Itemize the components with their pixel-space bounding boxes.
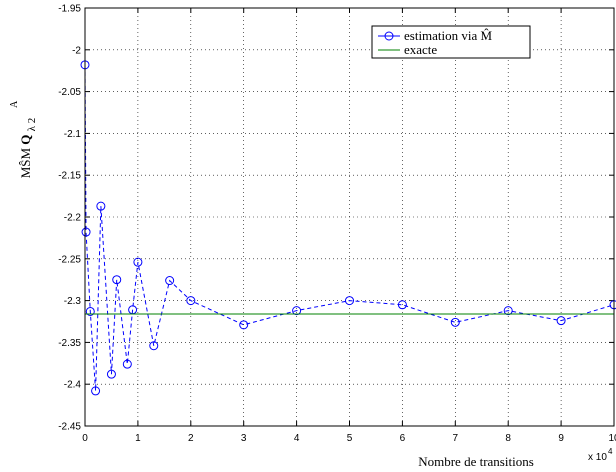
data-point	[397, 300, 407, 310]
y-tick-label: -1.95	[58, 4, 81, 15]
data-point	[292, 306, 302, 316]
x-tick-label: 3	[241, 433, 247, 444]
x-tick-label: 2	[188, 433, 194, 444]
data-point	[91, 386, 101, 396]
x-axis-title: Nombre de transitions	[418, 454, 534, 469]
y-tick-label: -2.25	[58, 254, 81, 265]
x-tick-label: 10	[608, 433, 616, 444]
x-tick-label: 9	[558, 433, 564, 444]
data-point	[239, 320, 249, 330]
series-line-0	[84, 64, 615, 391]
legend-label-exacte: exacte	[404, 42, 437, 57]
y-axis-title: MŜM Q λ 2 A	[9, 100, 38, 178]
svg-text:MŜM Q λ 2: MŜM Q λ 2	[18, 118, 38, 179]
legend-label-estimation: estimation via M̂	[404, 28, 493, 43]
y-axis-title-main: MŜM	[18, 148, 33, 179]
plot-frame	[84, 7, 615, 427]
data-point	[133, 257, 143, 267]
x-tick-label: 1	[135, 433, 141, 444]
data-point	[85, 306, 95, 316]
data-point	[122, 359, 132, 369]
y-tick-label: -2.3	[64, 296, 82, 307]
data-point	[106, 369, 116, 379]
data-point	[96, 201, 106, 211]
legend: estimation via M̂ exacte	[371, 25, 531, 59]
data-point	[186, 296, 196, 306]
x-tick-label: 6	[400, 433, 406, 444]
legend-marker-estimation	[384, 31, 394, 41]
grid	[85, 8, 614, 426]
data-point	[503, 306, 513, 316]
tick-labels: 0 1 2 3 4 5 6 7 8 9 10 -2.45 -2.4 -2.35 -2.3 -2.25 -2.2 -…	[58, 4, 616, 445]
svg-text:4: 4	[608, 447, 613, 456]
data-point	[165, 276, 175, 286]
y-axis-title-sup: A	[9, 100, 20, 108]
data-point	[556, 316, 566, 326]
x-tick-label: 8	[505, 433, 511, 444]
legend-box	[371, 25, 531, 59]
y-tick-label: -2.1	[64, 129, 82, 140]
data-point	[149, 341, 159, 351]
data-point	[112, 275, 122, 285]
y-tick-label: -2.2	[64, 213, 82, 224]
y-axis-title-sub: Q	[18, 135, 33, 145]
y-tick-label: -2.35	[58, 338, 81, 349]
x-tick-label: 7	[453, 433, 459, 444]
data-point	[81, 227, 91, 237]
svg-text:x 10: x 10	[588, 452, 607, 463]
y-axis-title-sub2: λ 2	[26, 118, 38, 132]
y-tick-label: -2.4	[64, 380, 82, 391]
y-tick-label: -2	[72, 45, 81, 56]
y-tick-label: -2.45	[58, 422, 81, 433]
data-point	[450, 317, 460, 327]
data-point	[345, 296, 354, 306]
y-tick-label: -2.15	[58, 171, 81, 182]
x-tick-label: 5	[347, 433, 353, 444]
x-tick-label: 0	[82, 433, 88, 444]
x-tick-label: 4	[294, 433, 300, 444]
y-tick-label: -2.05	[58, 87, 81, 98]
x-multiplier: x 10 4	[588, 447, 613, 463]
